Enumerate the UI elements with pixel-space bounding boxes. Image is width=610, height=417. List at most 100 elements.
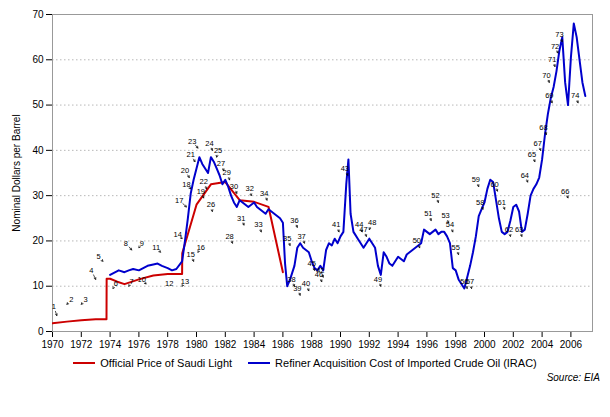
svg-text:21: 21 <box>187 150 195 159</box>
svg-text:1998: 1998 <box>445 339 468 350</box>
svg-text:2002: 2002 <box>502 339 525 350</box>
svg-text:70: 70 <box>32 9 44 20</box>
svg-text:1992: 1992 <box>358 339 381 350</box>
svg-text:39: 39 <box>293 284 301 293</box>
svg-text:2000: 2000 <box>473 339 496 350</box>
svg-text:28: 28 <box>225 232 233 241</box>
svg-text:7: 7 <box>130 277 134 286</box>
svg-text:57: 57 <box>466 277 474 286</box>
svg-text:66: 66 <box>561 187 569 196</box>
svg-text:60: 60 <box>490 180 498 189</box>
svg-text:1988: 1988 <box>301 339 324 350</box>
svg-text:5: 5 <box>96 252 100 261</box>
svg-text:10: 10 <box>32 280 44 291</box>
svg-text:1982: 1982 <box>214 339 237 350</box>
svg-text:63: 63 <box>515 225 523 234</box>
svg-text:0: 0 <box>38 326 44 337</box>
svg-text:73: 73 <box>555 30 563 39</box>
svg-text:49: 49 <box>374 275 382 284</box>
svg-text:1994: 1994 <box>387 339 410 350</box>
svg-text:34: 34 <box>260 189 268 198</box>
svg-text:1970: 1970 <box>41 339 64 350</box>
svg-text:Nominal Dollars per Barrel: Nominal Dollars per Barrel <box>11 114 22 231</box>
svg-text:58: 58 <box>476 198 484 207</box>
svg-text:52: 52 <box>431 191 439 200</box>
svg-text:22: 22 <box>200 177 208 186</box>
svg-text:16: 16 <box>197 243 205 252</box>
svg-text:40: 40 <box>32 145 44 156</box>
svg-text:30: 30 <box>230 182 238 191</box>
svg-text:13: 13 <box>181 277 189 286</box>
svg-text:71: 71 <box>548 55 556 64</box>
svg-text:69: 69 <box>545 91 553 100</box>
svg-text:15: 15 <box>187 250 195 259</box>
svg-text:2006: 2006 <box>560 339 583 350</box>
svg-text:2: 2 <box>69 295 73 304</box>
svg-text:50: 50 <box>32 99 44 110</box>
svg-text:6: 6 <box>114 279 118 288</box>
svg-text:64: 64 <box>521 171 529 180</box>
svg-text:45: 45 <box>308 259 316 268</box>
svg-text:48: 48 <box>368 218 376 227</box>
svg-text:23: 23 <box>188 137 196 146</box>
svg-text:74: 74 <box>571 91 579 100</box>
svg-text:51: 51 <box>424 209 432 218</box>
svg-text:26: 26 <box>207 200 215 209</box>
svg-text:17: 17 <box>175 196 183 205</box>
svg-text:19: 19 <box>197 187 205 196</box>
svg-text:50: 50 <box>413 236 421 245</box>
svg-text:68: 68 <box>539 123 547 132</box>
svg-text:1978: 1978 <box>157 339 180 350</box>
svg-text:72: 72 <box>551 42 559 51</box>
svg-text:20: 20 <box>32 235 44 246</box>
svg-text:54: 54 <box>446 220 454 229</box>
svg-text:33: 33 <box>254 220 262 229</box>
svg-text:9: 9 <box>140 239 144 248</box>
svg-text:36: 36 <box>290 216 298 225</box>
svg-text:10: 10 <box>138 275 146 284</box>
html-text:Official Price of Saudi Light: Official Price of Saudi Light <box>100 357 233 369</box>
svg-text:46: 46 <box>315 270 323 279</box>
svg-text:4: 4 <box>89 266 93 275</box>
svg-text:14: 14 <box>174 230 182 239</box>
svg-text:2004: 2004 <box>531 339 554 350</box>
svg-text:67: 67 <box>534 139 542 148</box>
svg-text:65: 65 <box>528 150 536 159</box>
svg-text:1972: 1972 <box>70 339 93 350</box>
svg-text:1984: 1984 <box>243 339 266 350</box>
svg-text:25: 25 <box>214 146 222 155</box>
svg-text:24: 24 <box>205 139 213 148</box>
svg-text:62: 62 <box>505 225 513 234</box>
svg-text:30: 30 <box>32 190 44 201</box>
svg-text:29: 29 <box>223 168 231 177</box>
svg-text:35: 35 <box>283 234 291 243</box>
svg-text:20: 20 <box>181 166 189 175</box>
svg-text:60: 60 <box>32 54 44 65</box>
svg-text:1996: 1996 <box>416 339 439 350</box>
svg-text:27: 27 <box>217 159 225 168</box>
svg-text:8: 8 <box>124 239 128 248</box>
svg-text:40: 40 <box>302 279 310 288</box>
svg-text:1986: 1986 <box>272 339 295 350</box>
svg-text:37: 37 <box>297 232 305 241</box>
svg-text:11: 11 <box>152 243 160 252</box>
svg-text:1974: 1974 <box>99 339 122 350</box>
svg-text:31: 31 <box>237 214 245 223</box>
svg-text:70: 70 <box>542 71 550 80</box>
svg-text:18: 18 <box>182 180 190 189</box>
svg-text:41: 41 <box>332 220 340 229</box>
svg-text:59: 59 <box>472 175 480 184</box>
svg-text:47: 47 <box>359 225 367 234</box>
svg-text:43: 43 <box>341 164 349 173</box>
svg-text:38: 38 <box>287 275 295 284</box>
svg-text:55: 55 <box>452 243 460 252</box>
svg-text:12: 12 <box>165 279 173 288</box>
svg-text:3: 3 <box>84 295 88 304</box>
svg-text:53: 53 <box>441 211 449 220</box>
svg-text:1980: 1980 <box>185 339 208 350</box>
svg-text:1: 1 <box>52 302 56 311</box>
svg-text:1990: 1990 <box>329 339 352 350</box>
svg-text:32: 32 <box>246 184 254 193</box>
svg-text:1976: 1976 <box>128 339 151 350</box>
svg-text:61: 61 <box>498 198 506 207</box>
